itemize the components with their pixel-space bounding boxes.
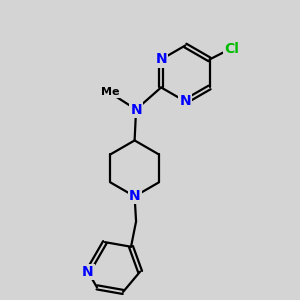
Text: N: N [130, 103, 142, 116]
Text: Me: Me [101, 87, 119, 97]
Text: N: N [155, 52, 167, 67]
Text: N: N [179, 94, 191, 108]
Text: N: N [82, 265, 94, 279]
Text: N: N [129, 189, 140, 203]
Text: Cl: Cl [224, 42, 239, 56]
